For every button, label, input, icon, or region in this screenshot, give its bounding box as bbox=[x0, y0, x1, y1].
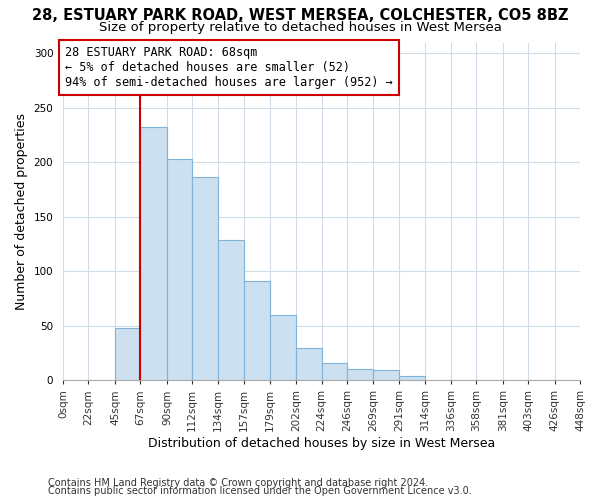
Bar bbox=[296, 348, 322, 380]
Text: 28 ESTUARY PARK ROAD: 68sqm
← 5% of detached houses are smaller (52)
94% of semi: 28 ESTUARY PARK ROAD: 68sqm ← 5% of deta… bbox=[65, 46, 393, 89]
Bar bbox=[192, 176, 218, 380]
Bar bbox=[244, 281, 269, 380]
Bar bbox=[347, 370, 373, 380]
Bar bbox=[218, 240, 244, 380]
Bar bbox=[115, 328, 140, 380]
Bar bbox=[322, 363, 347, 380]
Y-axis label: Number of detached properties: Number of detached properties bbox=[15, 113, 28, 310]
Bar bbox=[269, 315, 296, 380]
Text: 28, ESTUARY PARK ROAD, WEST MERSEA, COLCHESTER, CO5 8BZ: 28, ESTUARY PARK ROAD, WEST MERSEA, COLC… bbox=[32, 8, 568, 22]
Bar bbox=[399, 376, 425, 380]
Text: Size of property relative to detached houses in West Mersea: Size of property relative to detached ho… bbox=[98, 21, 502, 34]
Bar bbox=[140, 128, 167, 380]
Bar bbox=[373, 370, 399, 380]
X-axis label: Distribution of detached houses by size in West Mersea: Distribution of detached houses by size … bbox=[148, 437, 495, 450]
Text: Contains public sector information licensed under the Open Government Licence v3: Contains public sector information licen… bbox=[48, 486, 472, 496]
Text: Contains HM Land Registry data © Crown copyright and database right 2024.: Contains HM Land Registry data © Crown c… bbox=[48, 478, 428, 488]
Bar bbox=[167, 159, 192, 380]
